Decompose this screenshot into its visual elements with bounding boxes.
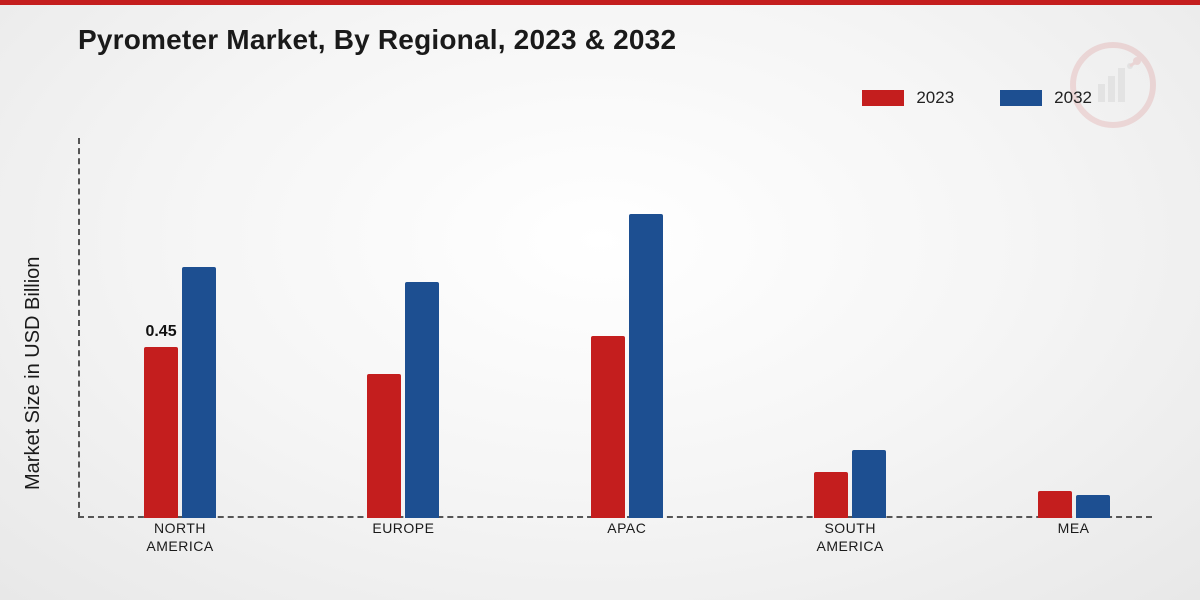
- y-axis-line: [78, 138, 80, 518]
- accent-top-bar: [0, 0, 1200, 5]
- x-axis-label: EUROPE: [372, 520, 434, 538]
- bar-2032: [405, 282, 439, 518]
- bar-group: [367, 282, 439, 518]
- x-axis-label: NORTH AMERICA: [146, 520, 213, 555]
- bar-2023: [591, 336, 625, 518]
- x-axis-labels: NORTH AMERICA EUROPE APAC SOUTH AMERICA MEA: [78, 520, 1152, 580]
- legend-label-2032: 2032: [1054, 88, 1092, 108]
- bar-group: [814, 450, 886, 518]
- bar-2023: [1038, 491, 1072, 518]
- chart-title: Pyrometer Market, By Regional, 2023 & 20…: [78, 24, 676, 56]
- bar-group: 0.45: [144, 267, 216, 518]
- chart-plot-area: 0.45: [78, 138, 1152, 518]
- y-axis-label: Market Size in USD Billion: [22, 257, 45, 490]
- bar-2023: [814, 472, 848, 518]
- legend-swatch-2032: [1000, 90, 1042, 106]
- x-axis-label: SOUTH AMERICA: [817, 520, 884, 555]
- bar-group: [1038, 491, 1110, 518]
- legend-item-2032: 2032: [1000, 88, 1092, 108]
- bar-value-label: 0.45: [145, 323, 176, 341]
- x-axis-label: MEA: [1058, 520, 1090, 538]
- legend-swatch-2023: [862, 90, 904, 106]
- bar-2032: [629, 214, 663, 518]
- legend: 2023 2032: [862, 88, 1092, 108]
- watermark-logo-icon: [1068, 40, 1158, 130]
- bar-2023: [367, 374, 401, 518]
- bar-2032: [852, 450, 886, 518]
- bar-2023: 0.45: [144, 347, 178, 518]
- bar-2032: [182, 267, 216, 518]
- legend-item-2023: 2023: [862, 88, 954, 108]
- bar-2032: [1076, 495, 1110, 518]
- legend-label-2023: 2023: [916, 88, 954, 108]
- x-axis-label: APAC: [607, 520, 646, 538]
- bar-group: [591, 214, 663, 518]
